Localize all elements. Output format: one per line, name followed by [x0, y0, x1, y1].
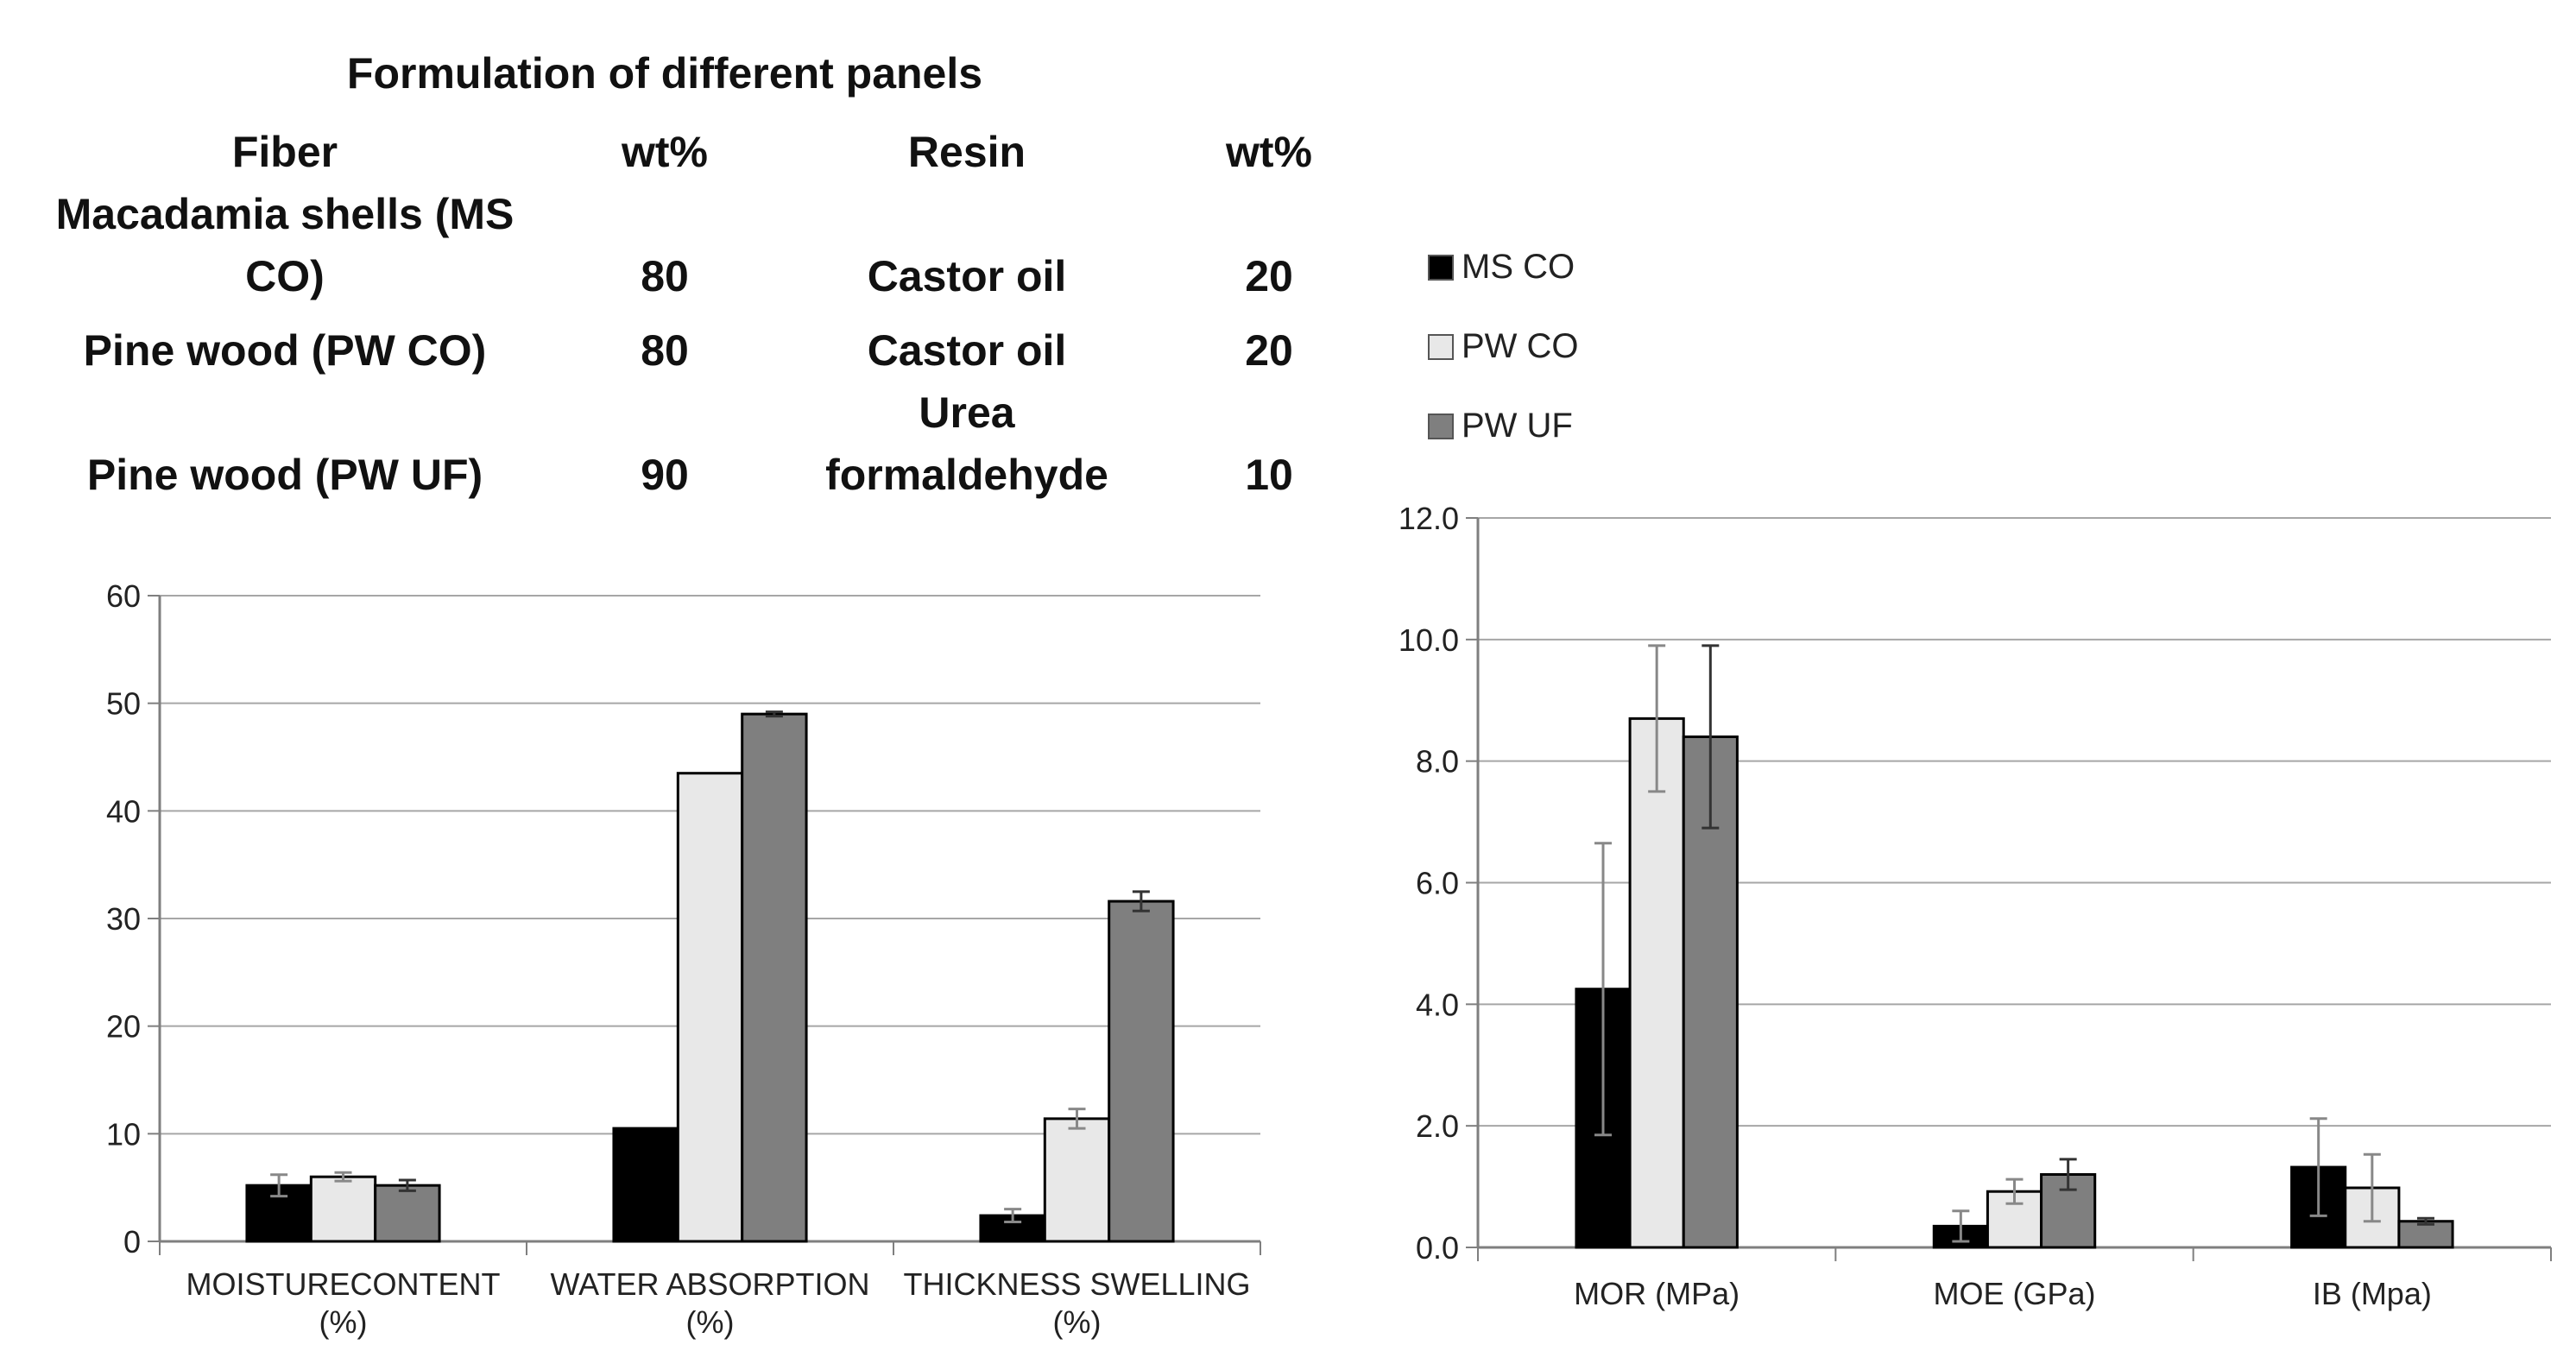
- right-y-tick-label: 10.0: [1398, 622, 1459, 658]
- right-bar-pw-co: [1628, 717, 1685, 1249]
- right-category-label: IB (Mpa): [2313, 1276, 2432, 1311]
- right-category-label: MOE (GPa): [1933, 1276, 2095, 1311]
- legend-label-pw-uf: PW UF: [1462, 407, 1573, 445]
- formulation-table: Formulation of different panels Fiber wt…: [0, 0, 1347, 535]
- left-bar-pw-co: [1043, 1117, 1111, 1243]
- left-bar-pw-uf: [1108, 900, 1175, 1243]
- left-bar-pw-co: [676, 772, 744, 1243]
- left-bar-pw-uf: [374, 1184, 441, 1243]
- left-y-tick-label: 60: [106, 578, 141, 614]
- row-1-fiber-line1: Macadamia shells (MS: [55, 190, 515, 238]
- row-2-resin: Castor oil: [867, 326, 1067, 375]
- left-y-tick-label: 10: [106, 1116, 141, 1152]
- row-1-resin-wt: 20: [1245, 252, 1293, 300]
- right-y-tick-label: 6.0: [1416, 866, 1459, 901]
- row-3-resin-line1: Urea: [919, 388, 1015, 437]
- row-3-resin-line2: formaldehyde: [825, 451, 1108, 499]
- left-category-label: (%): [1053, 1304, 1102, 1340]
- legend-swatch-ms-co: [1428, 255, 1454, 281]
- row-2-resin-wt: 20: [1245, 326, 1293, 375]
- right-y-tick-label: 12.0: [1398, 501, 1459, 536]
- right-y-tick-label: 0.0: [1416, 1230, 1459, 1266]
- table-title: Formulation of different panels: [346, 49, 983, 98]
- left-category-label: THICKNESS SWELLING: [903, 1266, 1250, 1302]
- row-1-resin: Castor oil: [867, 252, 1067, 300]
- header-fiber-wt: wt%: [622, 128, 708, 176]
- row-1-fiber-wt: 80: [641, 252, 689, 300]
- row-1-fiber-line2: CO): [245, 252, 325, 300]
- left-category-label: (%): [686, 1304, 735, 1340]
- legend-swatch-pw-uf: [1428, 414, 1454, 439]
- row-2-fiber-wt: 80: [641, 326, 689, 375]
- header-resin-wt: wt%: [1226, 128, 1312, 176]
- left-y-tick-label: 20: [106, 1009, 141, 1045]
- legend-swatch-pw-co: [1428, 334, 1454, 360]
- row-3-resin-wt: 10: [1245, 451, 1293, 499]
- left-bar-ms-co: [612, 1127, 679, 1243]
- left-y-tick-label: 40: [106, 793, 141, 829]
- left-y-tick-label: 50: [106, 686, 141, 722]
- legend-label-pw-co: PW CO: [1462, 327, 1579, 365]
- left-category-label: MOISTURECONTENT: [186, 1266, 501, 1302]
- right-category-label: MOR (MPa): [1574, 1276, 1739, 1311]
- row-3-fiber: Pine wood (PW UF): [86, 451, 483, 499]
- left-category-label: (%): [319, 1304, 368, 1340]
- header-fiber: Fiber: [231, 128, 338, 176]
- left-category-label: WATER ABSORPTION: [550, 1266, 869, 1302]
- right-y-tick-label: 8.0: [1416, 744, 1459, 780]
- right-y-tick-label: 4.0: [1416, 987, 1459, 1022]
- header-resin: Resin: [907, 128, 1026, 176]
- right-y-tick-label: 2.0: [1416, 1108, 1459, 1144]
- row-3-fiber-wt: 90: [641, 451, 689, 499]
- left-y-tick-label: 30: [106, 901, 141, 937]
- left-y-tick-label: 0: [123, 1224, 141, 1260]
- row-2-fiber: Pine wood (PW CO): [83, 326, 487, 375]
- legend-label-ms-co: MS CO: [1462, 248, 1575, 286]
